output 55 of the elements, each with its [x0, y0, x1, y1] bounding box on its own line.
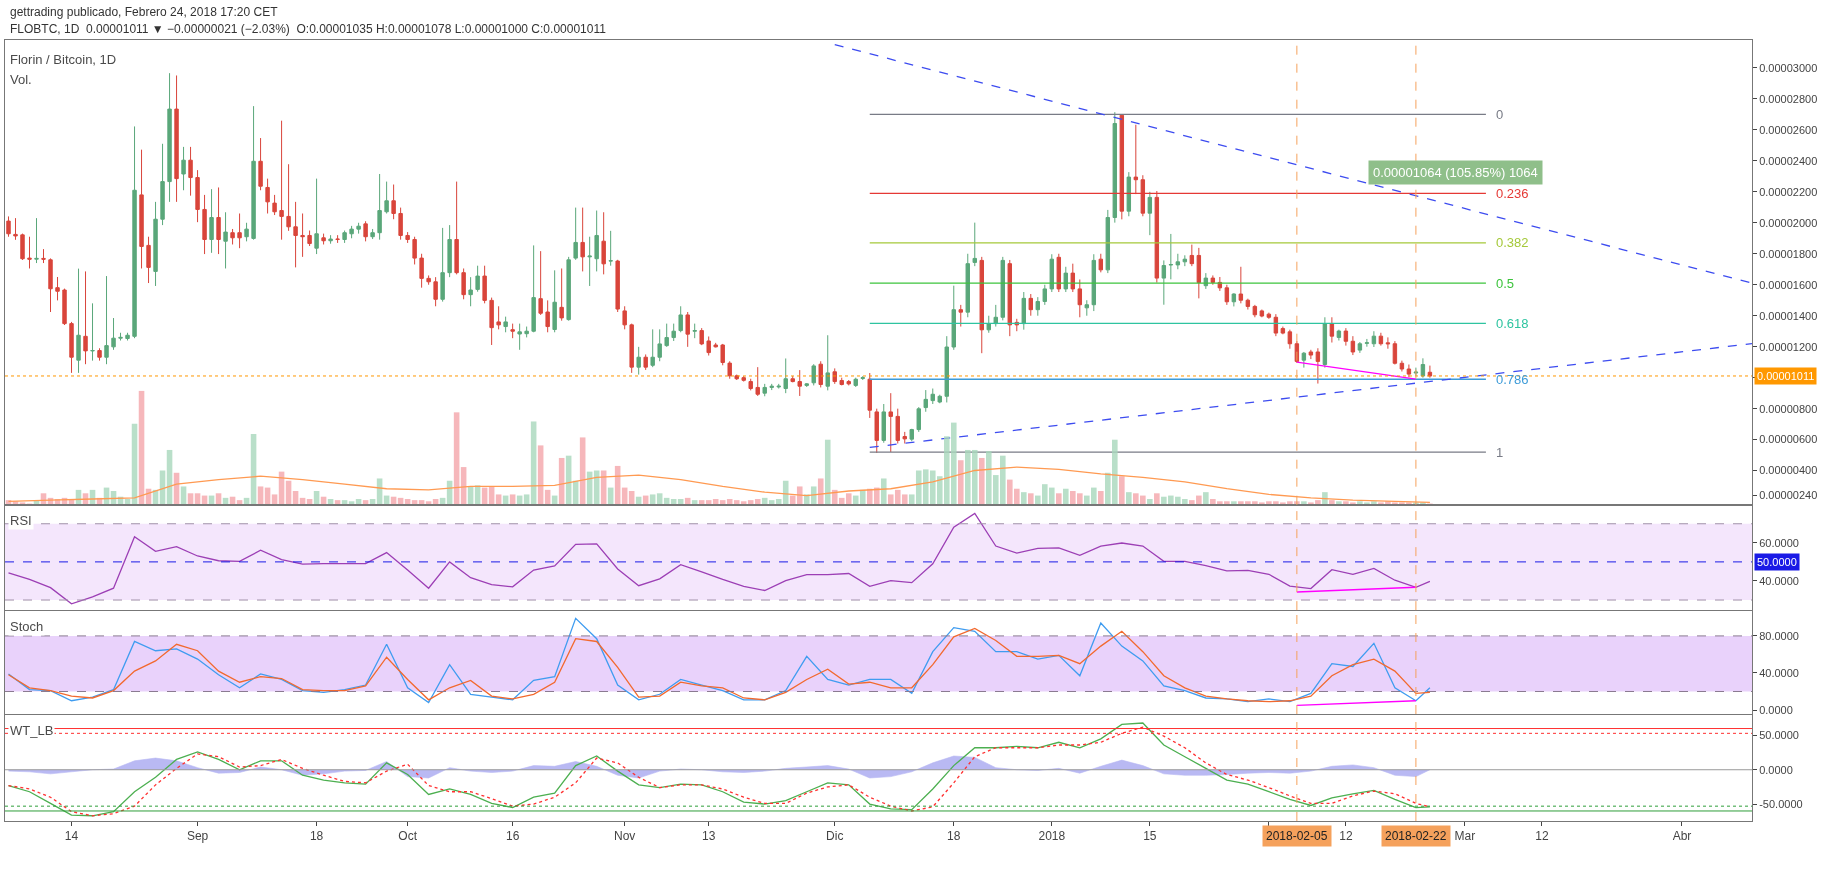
y-tick-label: 0.00003000 [1759, 61, 1818, 74]
x-tick-label: Dic [826, 829, 844, 844]
y-tick-label: 60.0000 [1759, 536, 1799, 549]
y-tick-label: 0.00001600 [1759, 278, 1818, 291]
series-label: 0.618 [1496, 316, 1529, 331]
x-tick-label: 16 [505, 829, 520, 844]
x-tick-label: Oct [398, 829, 418, 844]
y-tick-label: 0.00001200 [1759, 340, 1818, 353]
text: RSI [10, 513, 32, 528]
x-tick-label: 12 [1535, 829, 1549, 844]
y-tick-label: 0.00002200 [1759, 185, 1818, 198]
y-tick-label: -50.0000 [1759, 797, 1803, 810]
y-tick-label: 0.00002400 [1759, 154, 1818, 167]
x-tick-label: Sep [186, 829, 209, 844]
ref-line-label: 2018-02-22 [1385, 829, 1447, 843]
x-tick-label: 15 [1143, 829, 1157, 844]
x-tick-label: 18 [947, 829, 961, 844]
y-tick-label: 50.0000 [1759, 729, 1799, 742]
ref-line-label: 2018-02-05 [1266, 829, 1328, 843]
y-tick-label: 0.00001400 [1759, 309, 1818, 322]
series-label: 0.786 [1496, 372, 1529, 387]
x-tick-label: 2018 [1038, 829, 1066, 844]
y-tick-label: 0.00000800 [1759, 402, 1818, 415]
y-tick-label: 0.00002000 [1759, 216, 1818, 229]
y-tick-label: 0.0000 [1759, 763, 1793, 776]
series-label: 0 [1496, 107, 1504, 122]
y-tick-label: 0.0000 [1759, 703, 1793, 716]
x-tick-label: Nov [614, 829, 636, 844]
series-label: 1 [1496, 445, 1504, 460]
y-tick-label: 0.00001800 [1759, 247, 1818, 260]
text: gettrading publicado, Febrero 24, 2018 17:20 CET [10, 5, 279, 19]
y-tick-label: 0.00000240 [1759, 489, 1818, 502]
series-label: 0.236 [1496, 186, 1529, 201]
chart-title: Vol. [10, 72, 32, 87]
x-tick-label: 13 [702, 829, 716, 844]
y-tick-label: 0.00000600 [1759, 433, 1818, 446]
y-tick-label: 0.00000400 [1759, 464, 1818, 477]
ref-line-label: 0.00001011 [1757, 370, 1815, 382]
x-tick-label: Mar [1454, 829, 1476, 844]
x-tick-label: 14 [64, 829, 79, 844]
annotation: 0.00001064 (105.85%) 1064 [1373, 165, 1538, 180]
text: FLOBTC, 1D 0.00001011 ▼ −0.00000021 (−2.03%) O:0.00001035 H:0.00001078 L:0.00001000 C:0.00001011 [10, 22, 607, 36]
x-tick-label: Abr [1672, 829, 1692, 844]
y-tick-label: 40.0000 [1759, 574, 1799, 587]
text: WT_LB [10, 723, 54, 738]
text: Florin / Bitcoin, 1D [10, 52, 117, 67]
y-tick-label: 80.0000 [1759, 629, 1799, 642]
x-tick-label: 12 [1339, 829, 1353, 844]
x-tick-label: 18 [309, 829, 324, 844]
y-tick-label: 0.00002800 [1759, 92, 1818, 105]
series-label: 0.382 [1496, 235, 1529, 250]
text: Stoch [10, 619, 44, 634]
y-tick-label: 0.00002600 [1759, 123, 1818, 136]
y-tick-label: 40.0000 [1759, 666, 1799, 679]
series-label: 0.5 [1496, 276, 1515, 291]
